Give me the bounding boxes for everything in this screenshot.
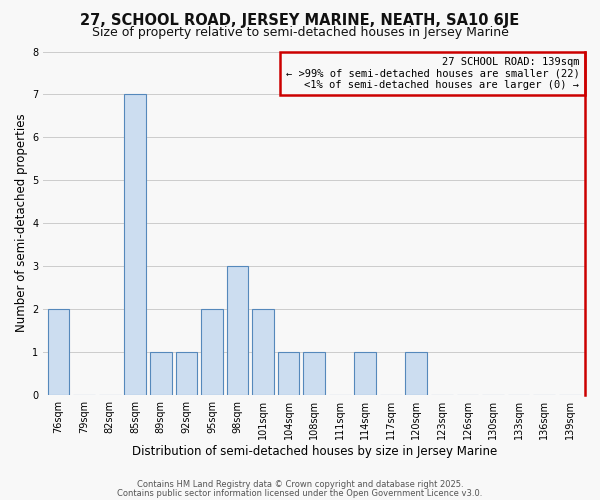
X-axis label: Distribution of semi-detached houses by size in Jersey Marine: Distribution of semi-detached houses by … — [131, 444, 497, 458]
Bar — [48, 309, 70, 395]
Text: 27 SCHOOL ROAD: 139sqm
← >99% of semi-detached houses are smaller (22)
<1% of se: 27 SCHOOL ROAD: 139sqm ← >99% of semi-de… — [286, 57, 580, 90]
Bar — [201, 309, 223, 395]
Y-axis label: Number of semi-detached properties: Number of semi-detached properties — [15, 114, 28, 332]
Bar — [278, 352, 299, 395]
Bar — [150, 352, 172, 395]
Bar — [406, 352, 427, 395]
Text: Contains HM Land Registry data © Crown copyright and database right 2025.: Contains HM Land Registry data © Crown c… — [137, 480, 463, 489]
Bar — [303, 352, 325, 395]
Text: Size of property relative to semi-detached houses in Jersey Marine: Size of property relative to semi-detach… — [92, 26, 508, 39]
Bar — [176, 352, 197, 395]
Bar — [227, 266, 248, 395]
Bar — [252, 309, 274, 395]
Text: 27, SCHOOL ROAD, JERSEY MARINE, NEATH, SA10 6JE: 27, SCHOOL ROAD, JERSEY MARINE, NEATH, S… — [80, 12, 520, 28]
Bar — [124, 94, 146, 395]
Text: Contains public sector information licensed under the Open Government Licence v3: Contains public sector information licen… — [118, 489, 482, 498]
Bar — [355, 352, 376, 395]
